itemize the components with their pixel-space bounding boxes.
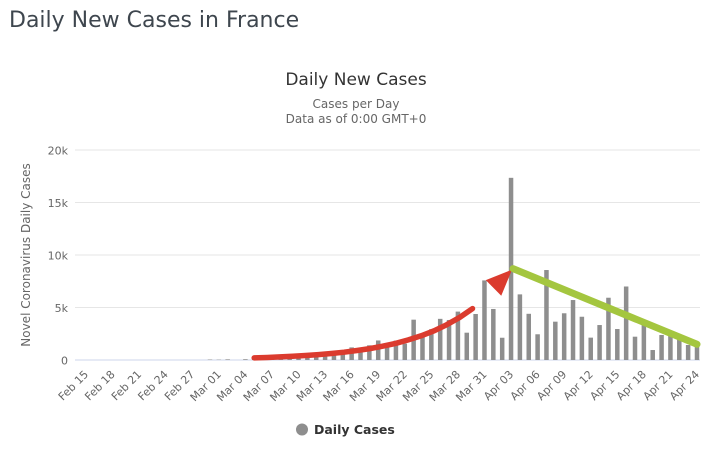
bar-daily-cases[interactable] (482, 280, 487, 360)
legend-label[interactable]: Daily Cases (314, 422, 395, 437)
bar-daily-cases[interactable] (668, 333, 673, 360)
bar-daily-cases[interactable] (225, 359, 230, 360)
bar-daily-cases[interactable] (243, 359, 248, 360)
bar-daily-cases[interactable] (384, 342, 390, 360)
bar-daily-cases[interactable] (677, 335, 682, 360)
bar-daily-cases[interactable] (632, 336, 638, 360)
page-title: Daily New Cases in France (9, 8, 300, 33)
arrowhead-icon (485, 269, 513, 296)
bar-daily-cases[interactable] (455, 311, 461, 360)
bar-daily-cases[interactable] (650, 350, 655, 360)
bar-daily-cases[interactable] (588, 337, 593, 360)
bar-daily-cases[interactable] (570, 300, 576, 360)
bar-daily-cases[interactable] (544, 270, 549, 360)
daily-cases-bars (207, 177, 700, 361)
bar-daily-cases[interactable] (473, 314, 478, 360)
y-tick-label: 10k (48, 250, 69, 263)
x-tick-label: Apr 24 (667, 368, 702, 403)
bar-daily-cases[interactable] (367, 345, 372, 360)
bar-daily-cases[interactable] (597, 325, 602, 360)
bar-daily-cases[interactable] (402, 343, 408, 360)
bar-daily-cases[interactable] (499, 337, 505, 360)
chart-subtitle-line2: Data as of 0:00 GMT+0 (286, 112, 427, 126)
y-tick-label: 15k (48, 197, 69, 210)
bar-daily-cases[interactable] (526, 313, 532, 360)
y-tick-label: 5k (55, 302, 69, 315)
bar-daily-cases[interactable] (579, 316, 585, 360)
bar-daily-cases[interactable] (358, 348, 363, 360)
bar-daily-cases[interactable] (375, 340, 381, 360)
bar-daily-cases[interactable] (641, 323, 647, 360)
bar-daily-cases[interactable] (553, 321, 558, 360)
chart-subtitle-line1: Cases per Day (313, 97, 400, 111)
bar-daily-cases[interactable] (446, 319, 452, 360)
legend[interactable]: Daily Cases (296, 422, 395, 437)
y-tick-label: 20k (48, 145, 69, 158)
bar-daily-cases[interactable] (685, 344, 691, 360)
rising-trend-arrow (251, 305, 476, 361)
bar-daily-cases[interactable] (659, 335, 664, 360)
y-tick-label: 0 (61, 355, 68, 368)
trend-annotations (251, 265, 701, 361)
daily-cases-chart: Daily New Cases Cases per Day Data as of… (19, 70, 702, 437)
chart-title: Daily New Cases (285, 70, 427, 90)
y-axis-title: Novel Coronavirus Daily Cases (19, 163, 33, 346)
bar-daily-cases[interactable] (420, 334, 425, 360)
legend-marker-icon (296, 423, 308, 436)
bar-daily-cases[interactable] (429, 329, 434, 360)
declining-trend-line (509, 265, 701, 348)
y-axis-tick-labels: 0 5k 10k 15k 20k (48, 145, 69, 368)
bar-daily-cases[interactable] (437, 318, 443, 360)
bar-daily-cases[interactable] (606, 297, 611, 360)
bar-daily-cases[interactable] (623, 286, 629, 361)
bar-daily-cases[interactable] (464, 332, 470, 360)
bar-daily-cases[interactable] (491, 308, 496, 360)
bar-daily-cases[interactable] (535, 334, 540, 360)
bar-daily-cases[interactable] (561, 313, 567, 360)
gridlines (75, 149, 700, 361)
bar-daily-cases[interactable] (517, 294, 523, 360)
bar-daily-cases[interactable] (615, 329, 620, 360)
bar-daily-cases[interactable] (340, 350, 346, 360)
bar-daily-cases[interactable] (393, 340, 399, 360)
bar-daily-cases[interactable] (694, 346, 700, 360)
